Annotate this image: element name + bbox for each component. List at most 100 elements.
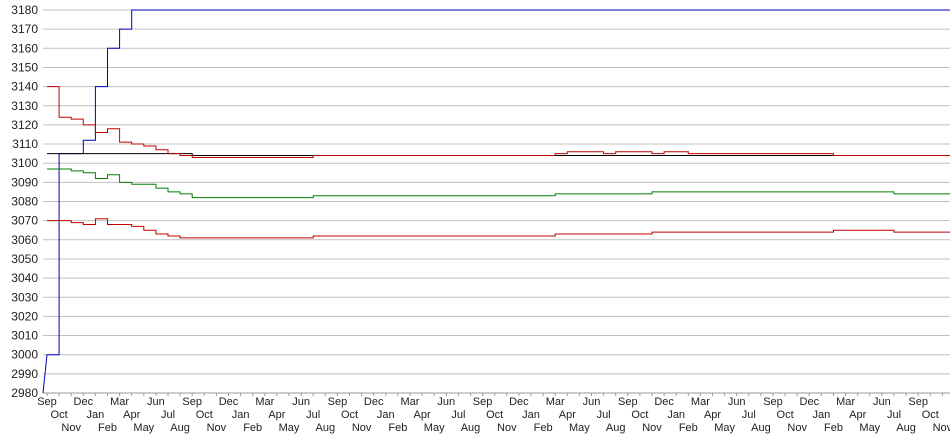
y-tick-label: 3070 [11, 214, 38, 228]
x-tick-label: Sep [182, 396, 202, 408]
y-tick-label: 3040 [11, 271, 38, 285]
x-tick-label: May [133, 422, 154, 434]
x-tick-label: Apr [123, 409, 140, 421]
y-tick-label: 3150 [11, 60, 38, 74]
y-tick-label: 3170 [11, 22, 38, 36]
x-tick-label: Jun [728, 396, 746, 408]
x-tick-label: May [424, 422, 445, 434]
x-tick-label: Mar [401, 396, 420, 408]
x-tick-label: Jun [437, 396, 455, 408]
x-tick-label: Oct [51, 409, 68, 421]
x-tick-label: Oct [486, 409, 503, 421]
x-tick-label: Jul [451, 409, 465, 421]
x-tick-label: Mar [691, 396, 710, 408]
x-tick-label: Sep [908, 396, 928, 408]
x-tick-label: Dec [74, 396, 94, 408]
y-tick-label: 3000 [11, 348, 38, 362]
x-tick-label: Mar [110, 396, 129, 408]
x-tick-label: Jun [873, 396, 891, 408]
x-tick-label: Oct [922, 409, 939, 421]
x-tick-label: Apr [268, 409, 285, 421]
x-tick-label: Mar [546, 396, 565, 408]
x-tick-label: Apr [704, 409, 721, 421]
x-tick-label: May [279, 422, 300, 434]
y-tick-label: 3030 [11, 290, 38, 304]
x-tick-label: Sep [37, 396, 57, 408]
x-tick-label: Oct [341, 409, 358, 421]
x-tick-label: Jun [292, 396, 310, 408]
x-tick-label: Jan [87, 409, 105, 421]
x-tick-label: Aug [606, 422, 626, 434]
x-tick-label: Jun [583, 396, 601, 408]
x-tick-label: Jan [522, 409, 540, 421]
series-line-0 [42, 9, 950, 394]
y-tick-label: 3160 [11, 41, 38, 55]
x-tick-label: Sep [763, 396, 783, 408]
y-tick-label: 3080 [11, 195, 38, 209]
x-tick-label: Dec [800, 396, 820, 408]
x-tick-label: Jan [813, 409, 831, 421]
x-tick-label: May [569, 422, 590, 434]
x-tick-label: Jan [667, 409, 685, 421]
y-tick-label: 3060 [11, 233, 38, 247]
x-tick-label: Oct [631, 409, 648, 421]
series-line-2 [47, 86, 950, 158]
x-tick-label: Oct [196, 409, 213, 421]
series-line-4 [47, 218, 950, 239]
y-tick-label: 2980 [11, 386, 38, 400]
y-tick-label: 3140 [11, 80, 38, 94]
y-tick-label: 3110 [12, 137, 38, 151]
x-tick-label: Apr [849, 409, 866, 421]
x-tick-label: Feb [679, 422, 698, 434]
y-tick-label: 3020 [11, 309, 38, 323]
y-tick-label: 3050 [11, 252, 38, 266]
x-tick-label: Sep [328, 396, 348, 408]
x-tick-label: Aug [751, 422, 771, 434]
y-tick-label: 2990 [11, 367, 38, 381]
x-tick-label: Jan [232, 409, 250, 421]
x-tick-label: May [714, 422, 735, 434]
x-tick-label: Nov [933, 422, 950, 434]
x-tick-label: Dec [509, 396, 529, 408]
x-tick-label: Dec [654, 396, 674, 408]
x-tick-label: Nov [352, 422, 372, 434]
x-tick-label: Feb [824, 422, 843, 434]
x-tick-label: Apr [414, 409, 431, 421]
x-tick-label: Aug [461, 422, 481, 434]
x-tick-label: Nov [497, 422, 517, 434]
x-tick-label: Apr [559, 409, 576, 421]
x-tick-label: Oct [777, 409, 794, 421]
x-tick-label: Mar [836, 396, 855, 408]
y-tick-label: 3100 [11, 156, 38, 170]
series-line-3 [47, 168, 950, 199]
x-tick-label: Jul [887, 409, 901, 421]
y-tick-label: 3010 [11, 329, 38, 343]
x-tick-label: Aug [896, 422, 916, 434]
x-tick-label: Feb [98, 422, 117, 434]
y-tick-label: 3120 [11, 118, 38, 132]
x-tick-label: Nov [61, 422, 81, 434]
x-tick-label: Feb [534, 422, 553, 434]
x-tick-label: Dec [364, 396, 384, 408]
x-tick-label: Jul [597, 409, 611, 421]
x-tick-label: Jan [377, 409, 395, 421]
x-tick-label: Feb [388, 422, 407, 434]
x-tick-label: Sep [473, 396, 493, 408]
x-tick-label: May [859, 422, 880, 434]
y-tick-label: 3180 [11, 3, 38, 17]
x-tick-label: Jul [742, 409, 756, 421]
x-tick-label: Nov [207, 422, 227, 434]
x-tick-label: Jun [147, 396, 165, 408]
x-tick-label: Jul [306, 409, 320, 421]
x-tick-label: Nov [787, 422, 807, 434]
x-tick-label: Nov [642, 422, 662, 434]
y-tick-label: 3130 [11, 99, 38, 113]
y-tick-label: 3090 [11, 175, 38, 189]
x-tick-label: Mar [255, 396, 274, 408]
x-tick-label: Jul [161, 409, 175, 421]
x-tick-label: Sep [618, 396, 638, 408]
x-tick-label: Dec [219, 396, 239, 408]
x-tick-label: Aug [316, 422, 336, 434]
x-tick-label: Feb [243, 422, 262, 434]
